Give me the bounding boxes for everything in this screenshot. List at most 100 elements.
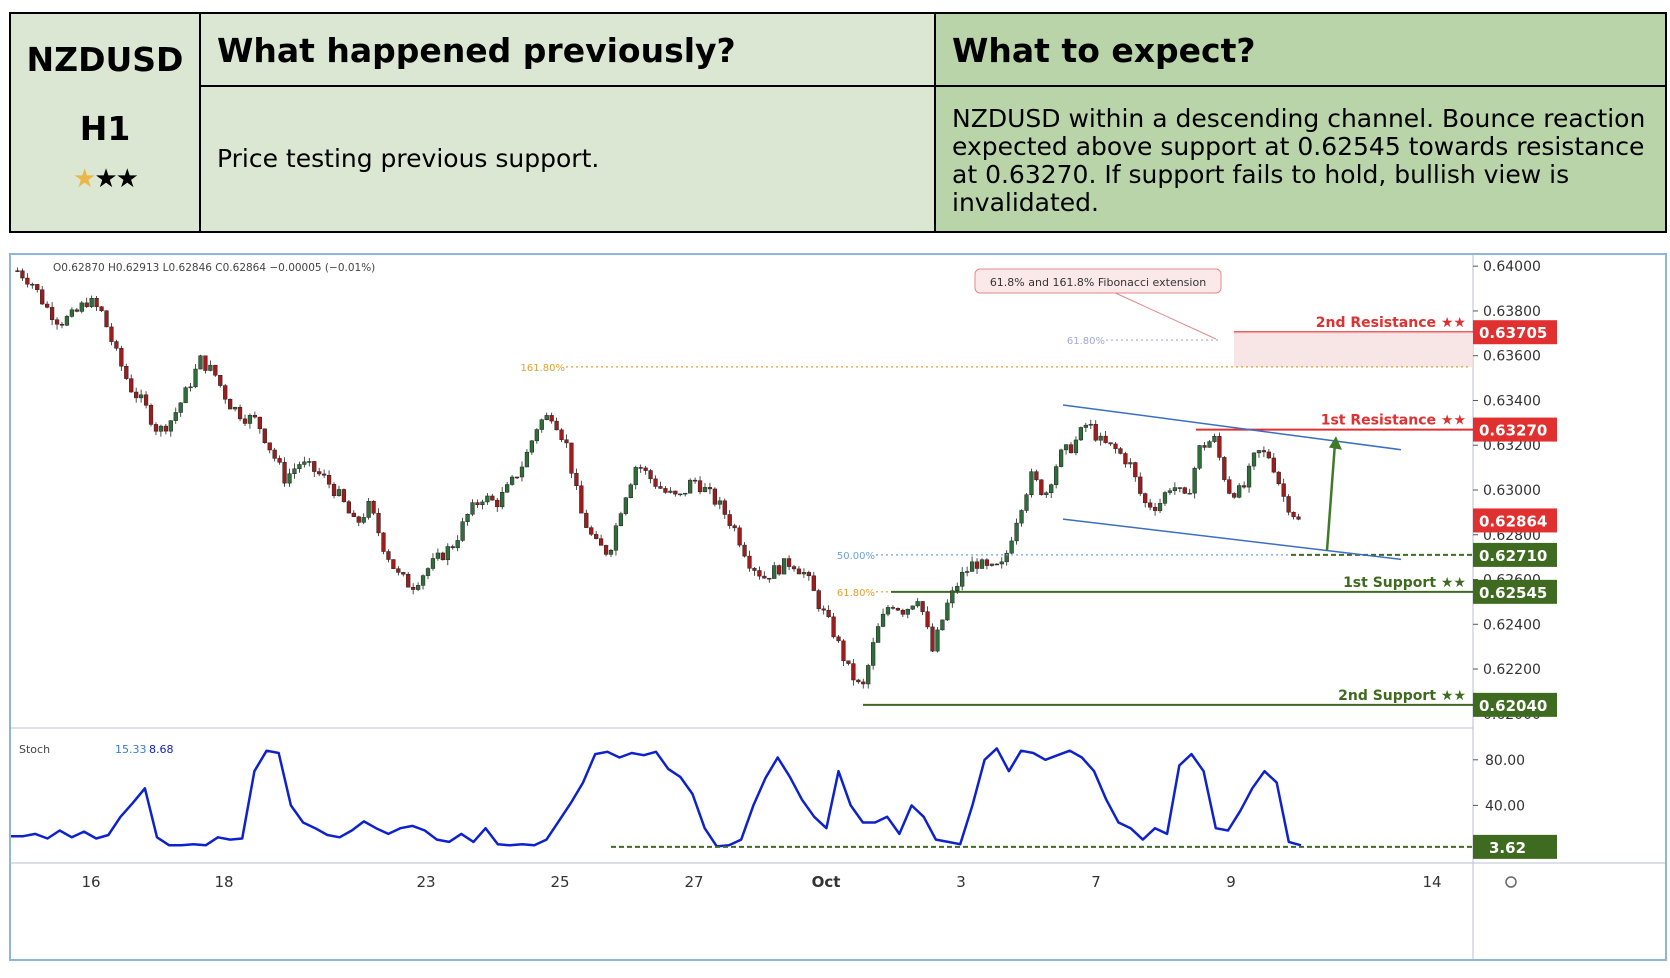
candle-body: [1138, 476, 1143, 494]
candle-body: [336, 489, 342, 497]
stoch-tick-label: 80.00: [1485, 753, 1525, 769]
candle-body: [282, 462, 287, 484]
candle-body: [1083, 424, 1088, 428]
candle-body: [598, 538, 604, 546]
time-tick-label: 7: [1091, 873, 1101, 891]
previous-heading: What happened previously?: [201, 14, 934, 87]
candle-body: [658, 486, 663, 489]
star-black-icon: ★★: [94, 164, 139, 194]
candle-body: [203, 355, 208, 371]
candle-body: [880, 613, 886, 627]
candle-body: [30, 283, 35, 286]
channel-lower-line: [1062, 518, 1402, 561]
rating-stars: ★★★: [73, 164, 139, 194]
candle-body: [683, 492, 688, 495]
candle-body: [1237, 485, 1242, 498]
candle-body: [994, 563, 999, 566]
candle-body: [1296, 516, 1301, 520]
candle-body: [232, 406, 238, 410]
candle-body: [826, 609, 831, 618]
candle-body: [1207, 441, 1212, 448]
candle-body: [1118, 448, 1123, 454]
fib-level-label: 61.80%: [1067, 336, 1105, 347]
price-chart[interactable]: 0.64000 0.63800 0.63600 0.63400 0.63200 0.630…: [9, 253, 1667, 961]
candle-body: [697, 480, 703, 493]
candle-body: [64, 316, 70, 326]
ohlc-legend: O0.62870 H0.62913 L0.62846 C0.62864 −0.0…: [53, 262, 375, 274]
candle-body: [1276, 471, 1281, 484]
pivot-price-text: 0.62710: [1479, 547, 1547, 565]
candle-body: [688, 479, 693, 494]
time-tick-label: 16: [81, 873, 100, 891]
candle-body: [371, 501, 376, 514]
candle-body: [965, 571, 970, 573]
symbol-label: NZDUSD: [26, 40, 184, 79]
resistance-price-box: [1473, 320, 1557, 345]
previous-text: Price testing previous support.: [217, 144, 600, 173]
candle-body: [440, 552, 445, 561]
star-gold-icon: ★: [73, 164, 96, 194]
candle-body: [989, 563, 994, 566]
candle-body: [524, 451, 530, 468]
candle-body: [411, 586, 416, 590]
support-level-label: 1st Support ★★: [1343, 575, 1466, 591]
candle-body: [519, 466, 525, 478]
candle-body: [505, 484, 510, 493]
fib-level-label: 50.00%: [837, 551, 875, 562]
candle-body: [35, 284, 40, 290]
candle-body: [173, 412, 178, 421]
resistance-level-label: 1st Resistance ★★: [1321, 413, 1466, 429]
candle-body: [198, 355, 203, 370]
candle-body: [287, 473, 292, 484]
candle-body: [875, 626, 881, 643]
candle-body: [608, 550, 614, 555]
candle-body: [420, 575, 426, 586]
candle-body: [999, 561, 1004, 565]
candle-body: [213, 364, 218, 376]
candle-body: [1232, 493, 1237, 498]
candle-body: [549, 415, 554, 422]
candle-body: [1212, 436, 1217, 442]
candle-body: [475, 502, 480, 505]
candle-body: [767, 577, 772, 580]
candle-body: [1197, 445, 1202, 469]
candle-body: [1217, 436, 1222, 458]
candle-body: [930, 626, 935, 652]
candle-body: [727, 514, 732, 526]
candle-body: [782, 558, 787, 575]
candle-body: [49, 307, 55, 320]
candle-body: [425, 568, 431, 576]
candle-body: [99, 306, 104, 312]
candle-body: [435, 552, 441, 559]
candle-body: [1192, 467, 1197, 494]
candle-body: [406, 573, 411, 588]
candle-body: [470, 502, 475, 515]
candle-body: [737, 527, 742, 546]
candle-body: [1162, 492, 1168, 504]
candle-body: [1049, 484, 1054, 494]
channel-upper-line: [1062, 404, 1402, 451]
chart-svg[interactable]: 0.64000 0.63800 0.63600 0.63400 0.63200 0.630…: [11, 255, 1665, 959]
candle-body: [574, 473, 579, 487]
candle-body: [69, 309, 75, 317]
candle-body: [777, 565, 782, 575]
candle-body: [534, 429, 539, 442]
expect-text: NZDUSD within a descending channel. Boun…: [952, 104, 1646, 217]
candle-body: [386, 551, 391, 560]
candle-body: [920, 601, 925, 612]
stoch-tick-label: 40.00: [1485, 798, 1525, 814]
candle-body: [1227, 479, 1232, 494]
candle-body: [1172, 487, 1177, 491]
candle-body: [341, 489, 347, 502]
candle-body: [148, 405, 154, 425]
support-price-box: [1473, 579, 1557, 604]
candle-body: [861, 681, 866, 685]
candle-body: [935, 629, 940, 652]
candle-body: [40, 289, 45, 305]
candle-body: [84, 302, 89, 307]
candle-body: [752, 568, 757, 571]
candle-body: [1128, 462, 1133, 465]
candle-body: [104, 310, 109, 328]
candle-body: [514, 476, 520, 479]
candle-body: [119, 348, 124, 367]
